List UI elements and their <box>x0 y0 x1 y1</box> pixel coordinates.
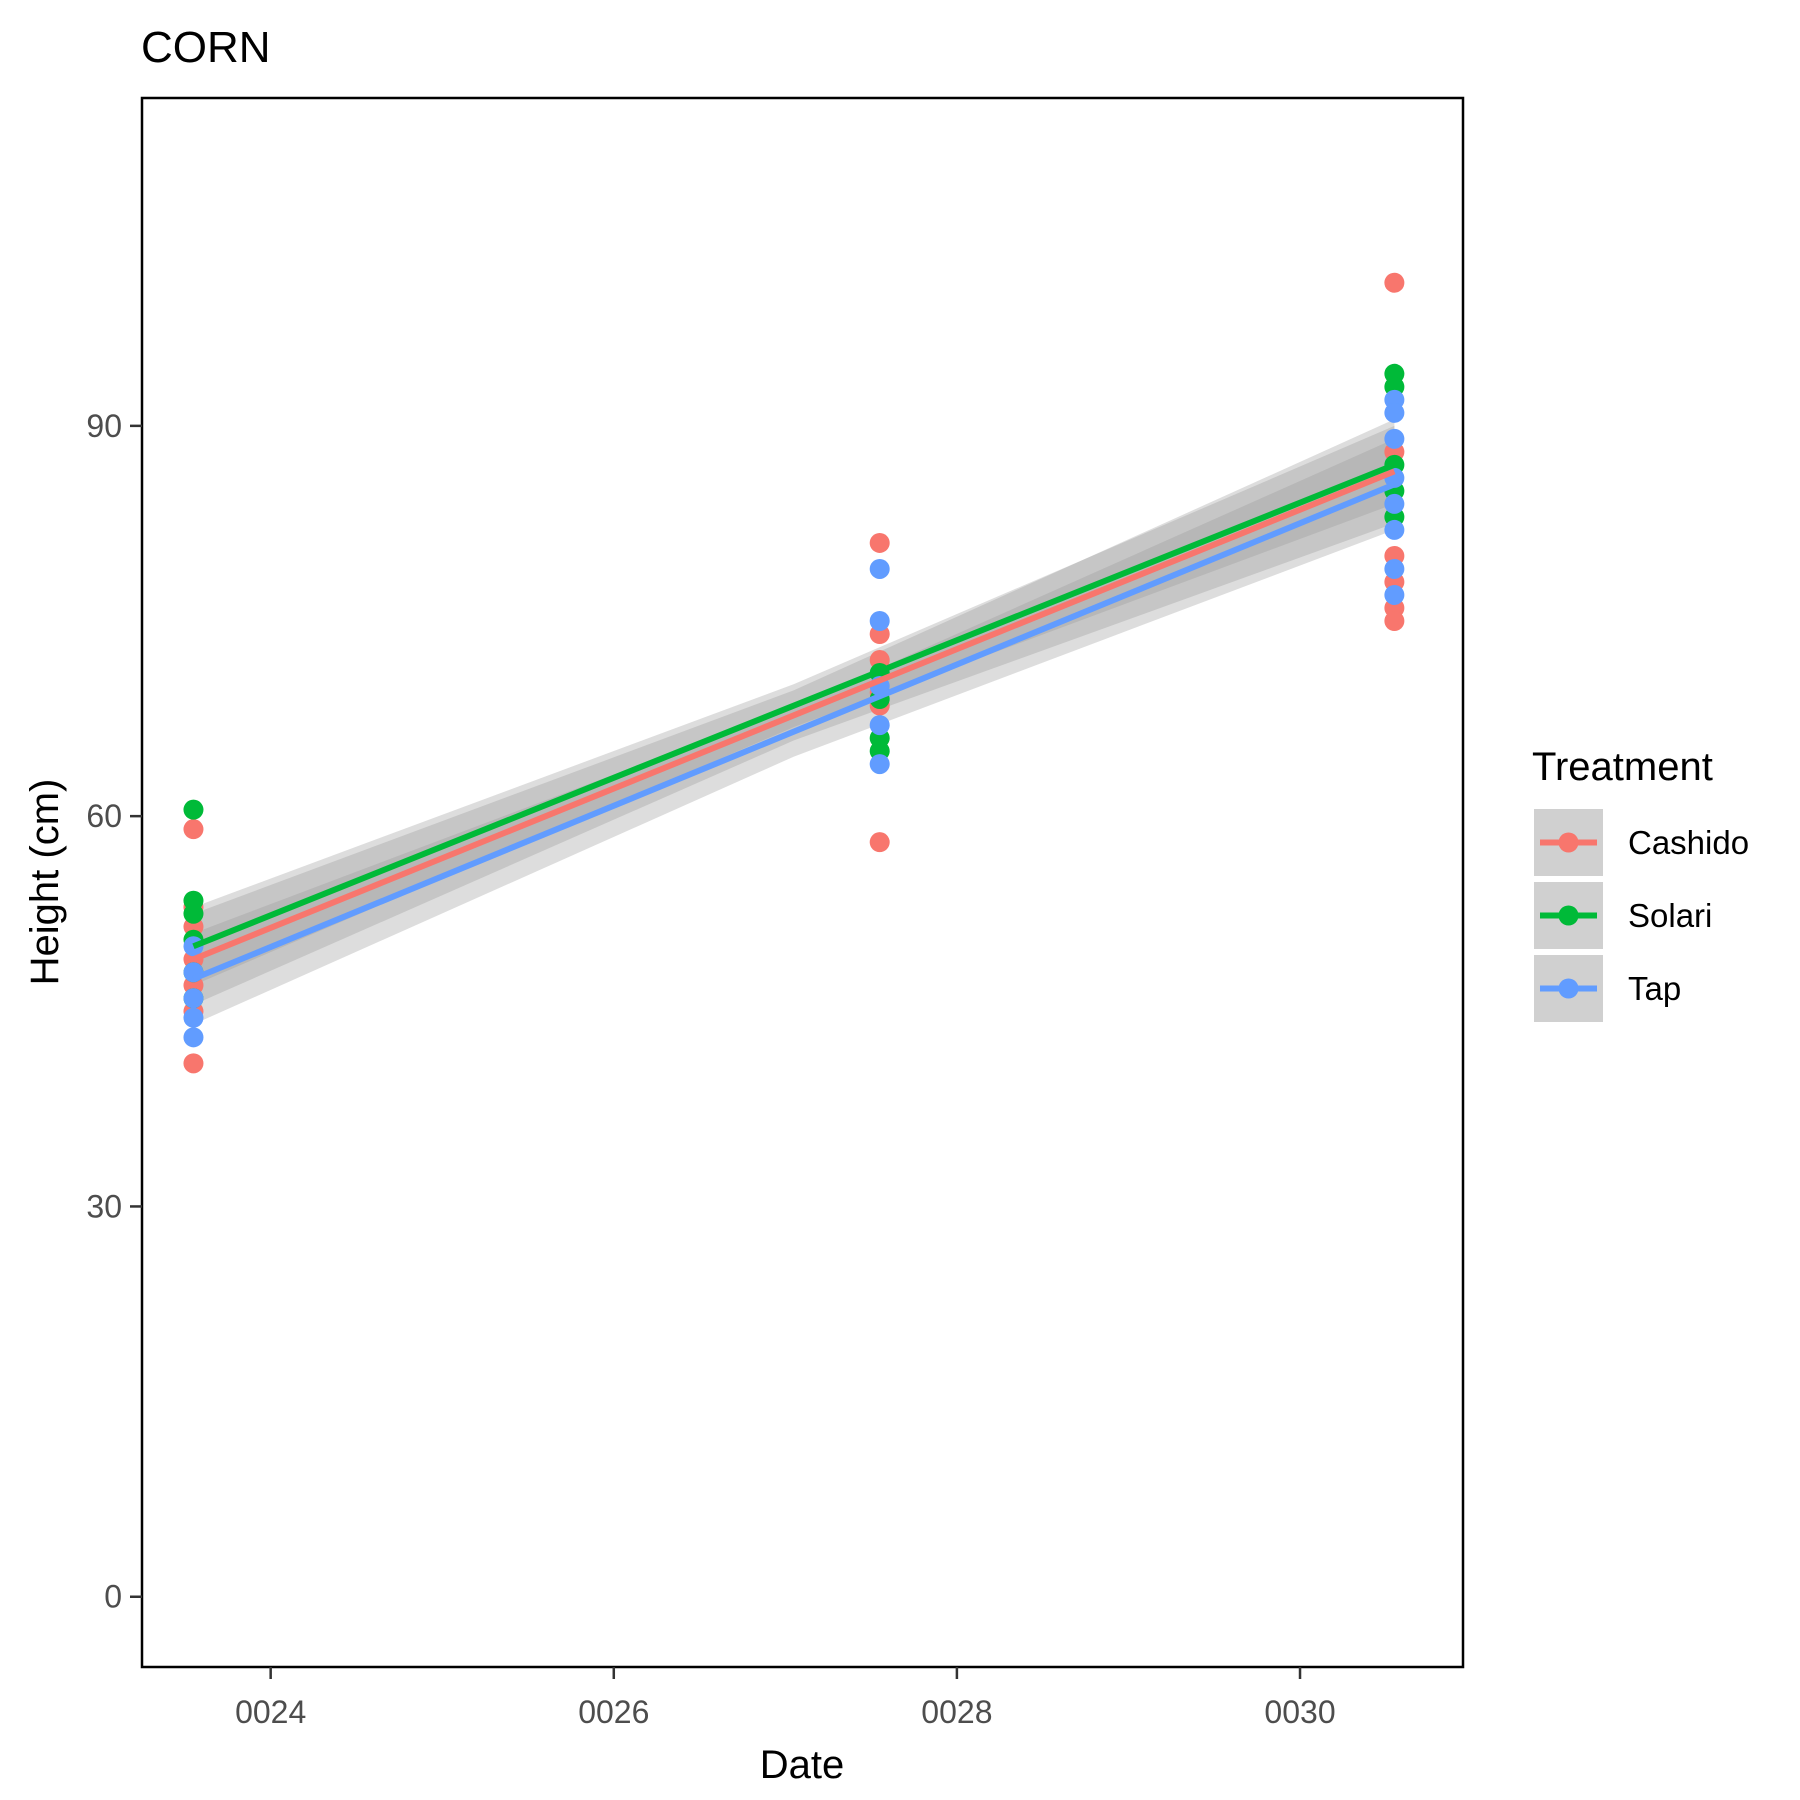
chart-title: CORN <box>141 23 271 72</box>
legend-point-solari <box>1558 905 1579 926</box>
y-axis: 0 30 60 90 <box>86 408 142 1615</box>
legend: Treatment Cashido Solari Tap <box>1532 745 1749 1024</box>
point-tap-4 <box>183 1027 204 1048</box>
point-tap-17 <box>1384 584 1405 605</box>
point-tap-5 <box>869 558 890 579</box>
x-tick-label: 0028 <box>921 1694 992 1730</box>
legend-point-tap <box>1558 978 1579 999</box>
point-cashido-18 <box>1384 611 1405 631</box>
point-tap-12 <box>1384 428 1405 449</box>
point-tap-2 <box>183 988 204 1009</box>
point-cashido-12 <box>869 832 890 853</box>
legend-point-cashido <box>1558 832 1579 853</box>
point-tap-16 <box>1384 558 1405 579</box>
fit-lines <box>192 462 1396 982</box>
point-tap-6 <box>869 611 890 631</box>
x-tick-label: 0024 <box>235 1694 306 1730</box>
point-solari-0 <box>183 799 204 820</box>
x-axis: 0024 0026 0028 0030 <box>235 1667 1336 1730</box>
plot-panel-border <box>140 96 1465 1669</box>
point-tap-9 <box>869 754 890 775</box>
point-cashido-13 <box>1384 272 1405 293</box>
y-axis-title: Height (cm) <box>23 779 67 986</box>
fit-line-solari <box>192 462 1396 950</box>
legend-title: Treatment <box>1532 745 1713 789</box>
point-cashido-7 <box>869 532 890 553</box>
fit-line-cashido <box>192 468 1396 963</box>
point-tap-15 <box>1384 519 1405 540</box>
y-tick-label: 90 <box>86 408 122 444</box>
y-tick-label: 60 <box>86 798 122 834</box>
point-cashido-0 <box>183 819 204 840</box>
x-tick-label: 0026 <box>578 1694 649 1730</box>
point-solari-2 <box>183 903 204 924</box>
data-points <box>183 272 1405 1074</box>
point-tap-14 <box>1384 493 1405 514</box>
legend-label-solari: Solari <box>1628 897 1712 934</box>
legend-label-tap: Tap <box>1628 970 1681 1007</box>
point-tap-11 <box>1384 402 1405 423</box>
point-tap-1 <box>183 962 204 983</box>
point-tap-3 <box>183 1007 204 1028</box>
legend-label-cashido: Cashido <box>1628 824 1749 861</box>
x-tick-label: 0030 <box>1264 1694 1335 1730</box>
fit-line-tap <box>192 481 1396 982</box>
y-tick-label: 30 <box>86 1188 122 1224</box>
y-tick-label: 0 <box>104 1579 122 1615</box>
confidence-bands <box>193 419 1395 1025</box>
point-tap-8 <box>869 715 890 736</box>
point-cashido-6 <box>183 1053 204 1074</box>
x-axis-title: Date <box>760 1743 845 1787</box>
confidence-band-cashido <box>193 419 1395 1005</box>
